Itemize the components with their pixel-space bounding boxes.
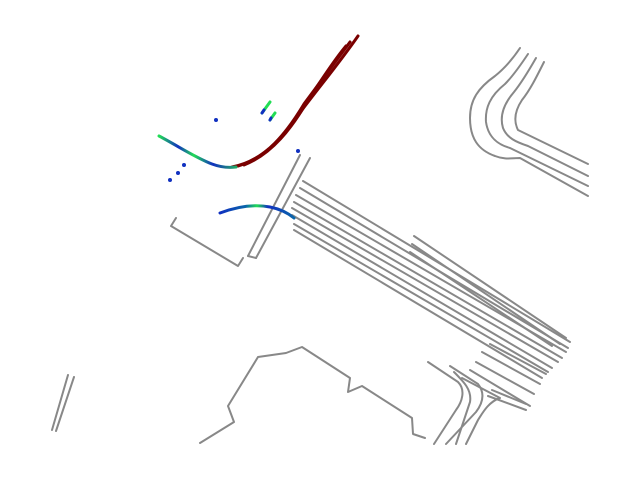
agent-dot [214, 118, 218, 122]
agent-dot [296, 149, 300, 153]
road-left-bracket [170, 217, 244, 267]
trajectory-prediction-upper [157, 134, 238, 169]
trajectory-prediction-lower [218, 204, 296, 220]
road-top-right-curve [469, 47, 589, 197]
road-bottom-left-segment [51, 374, 75, 432]
agent-points [168, 118, 300, 182]
road-crossing-segment [247, 154, 311, 259]
trajectory-prediction-small [260, 100, 277, 122]
road-bottom-right-curves [427, 343, 547, 445]
road-diagonal-lanes [291, 180, 571, 379]
agent-dot [176, 171, 180, 175]
agent-dot [182, 163, 186, 167]
trajectory-history [230, 34, 360, 169]
agent-dot [168, 178, 172, 182]
road-bottom-boundary [199, 346, 426, 444]
